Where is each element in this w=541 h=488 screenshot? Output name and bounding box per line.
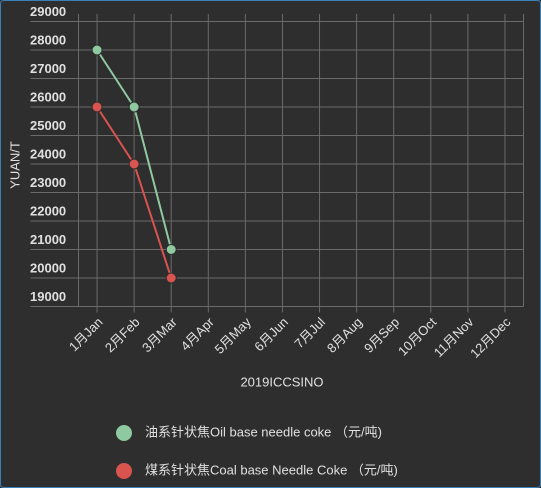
legend-label: 煤系针状焦Coal base Needle Coke （元/吨) xyxy=(145,462,398,477)
y-tick-label: 27000 xyxy=(30,61,66,76)
data-point xyxy=(165,244,177,255)
legend-marker xyxy=(116,463,132,479)
data-point xyxy=(165,272,177,284)
y-tick-label: 22000 xyxy=(30,203,66,218)
y-tick-label: 23000 xyxy=(30,175,66,190)
y-tick-label: 20000 xyxy=(30,260,66,275)
y-tick-label: 29000 xyxy=(30,4,66,19)
data-point xyxy=(128,158,140,170)
legend-marker xyxy=(116,425,132,441)
data-point xyxy=(91,44,103,56)
legend-label: 油系针状焦Oil base needle coke （元/吨) xyxy=(145,424,382,439)
y-tick-label: 19000 xyxy=(30,289,66,304)
x-axis-title: 2019ICCSINO xyxy=(240,374,323,389)
data-point xyxy=(128,101,140,113)
y-axis-title: YUAN/T xyxy=(7,141,22,189)
y-tick-label: 26000 xyxy=(30,89,66,104)
y-tick-label: 21000 xyxy=(30,232,66,247)
y-tick-label: 25000 xyxy=(30,118,66,133)
data-point xyxy=(91,101,103,113)
y-tick-label: 28000 xyxy=(30,32,66,47)
y-tick-label: 24000 xyxy=(30,146,66,161)
